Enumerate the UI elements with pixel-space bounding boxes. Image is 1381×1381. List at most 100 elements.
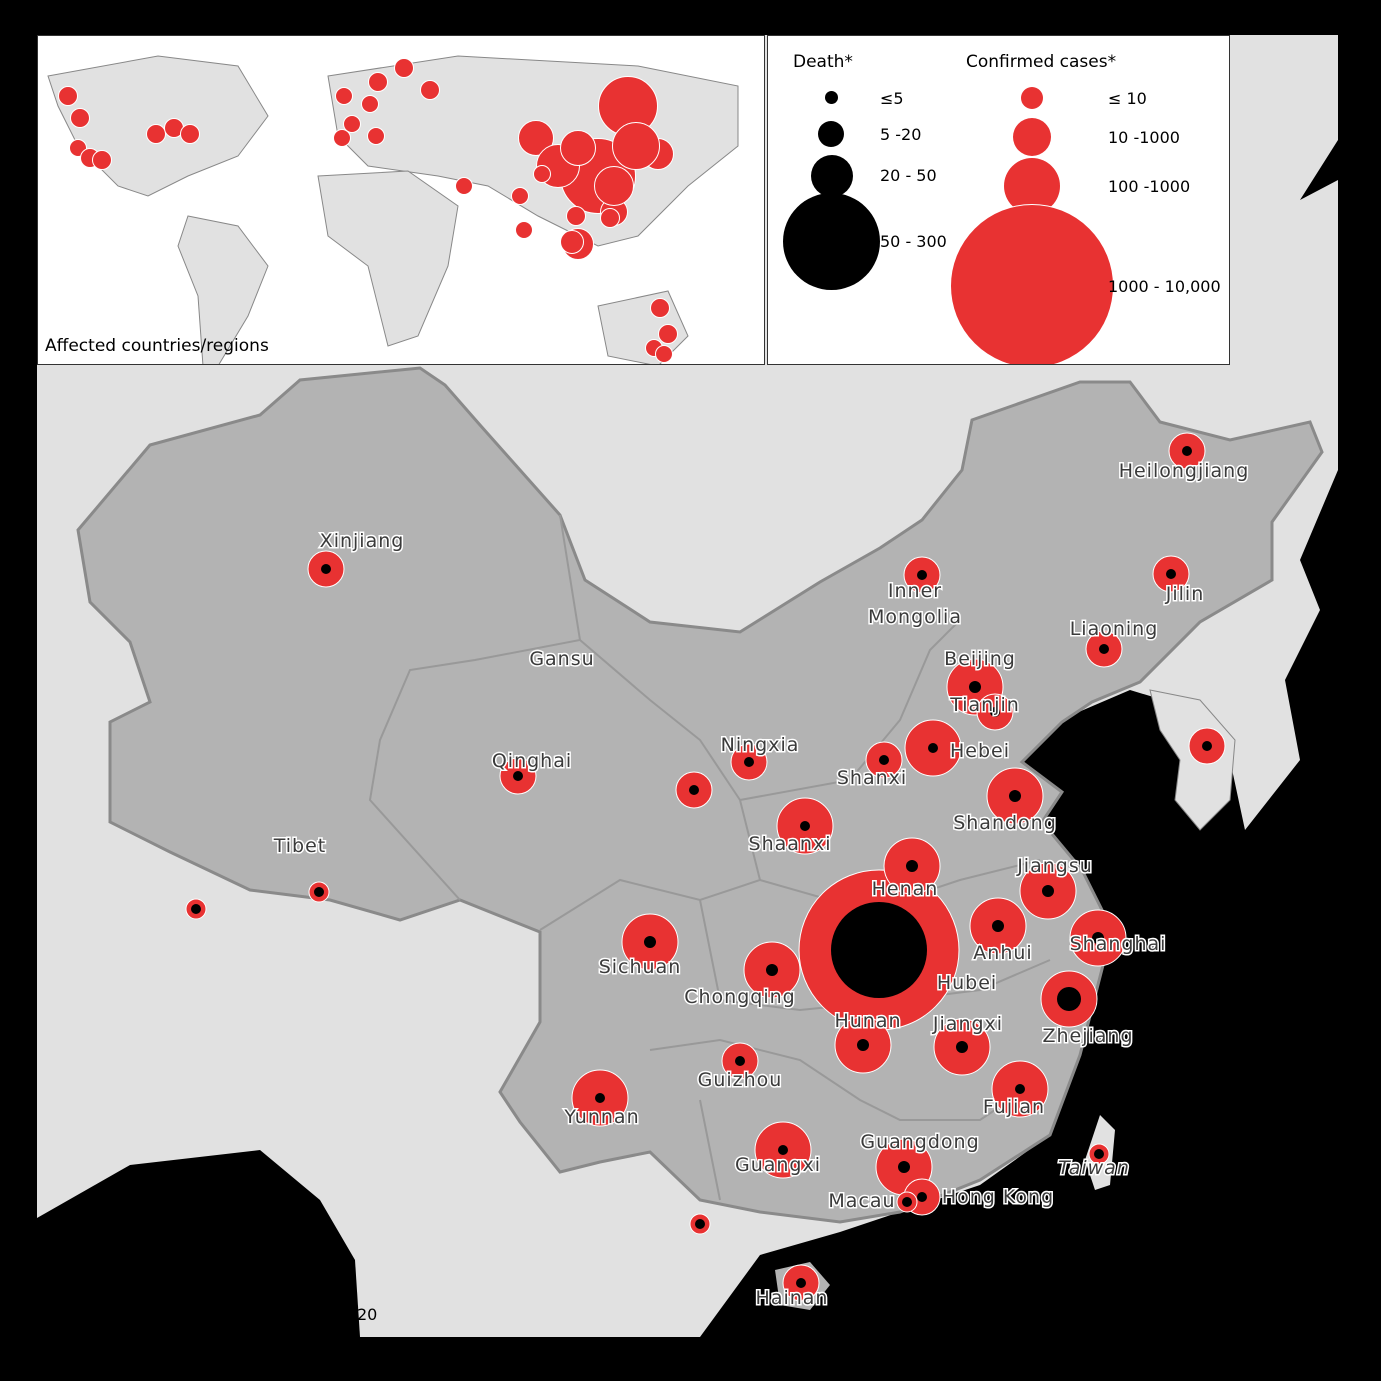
affected-country-marker [333,129,351,147]
death-circle [902,1197,912,1207]
partial-text: 20 [357,1305,378,1324]
death-circle [928,743,938,753]
shandong-marker [986,767,1044,825]
shanxi-marker [865,741,903,779]
shaanxi-marker [776,797,834,855]
region-label-guizhou: Guizhou [698,1069,783,1091]
death-circle [513,771,523,781]
death-circle [917,1192,927,1202]
hubei-marker [798,869,960,1031]
unlabeled-marker [689,1213,711,1235]
region-label-fujian: Fujian [983,1096,1045,1118]
east-sea [700,140,1338,1337]
death-circle [1092,932,1104,944]
fujian-marker [991,1060,1049,1118]
death-circle [956,1041,968,1053]
sichuan-marker [621,913,679,971]
affected-country-marker [650,298,670,318]
legend-death-title: Death* [793,52,853,72]
unlabeled-marker [185,898,207,920]
region-label-hainan: Hainan [756,1287,829,1309]
legend-cases-title: Confirmed cases* [966,52,1117,72]
affected-country-marker [560,230,584,254]
affected-country-marker [518,120,554,156]
zhejiang-marker [1040,970,1098,1028]
affected-country-marker [70,108,90,128]
region-label-tibet: Tibet [273,835,327,857]
region-label-ningxia: Ningxia [721,734,800,756]
affected-country-marker [594,166,634,206]
region-label-hubei: Hubei [937,972,997,994]
jiangsu-marker [1019,862,1077,920]
gansu-marker [675,771,713,809]
death-circle [191,904,201,914]
affected-country-marker [560,130,596,166]
affected-country-marker [600,208,620,228]
affected-country-marker [335,87,353,105]
region-label-xinjiang: Xinjiang [320,530,405,552]
legend-death-symbol-2 [818,121,844,147]
liaoning-marker [1085,630,1123,668]
qinghai-marker [499,757,537,795]
legend-death-label: ≤5 [880,89,904,108]
death-circle [595,1093,605,1103]
affected-country-marker [658,324,678,344]
death-circle [1166,569,1176,579]
region-label-hebei: Hebei [950,740,1010,762]
death-circle [831,902,927,998]
death-circle [778,1145,788,1155]
affected-country-marker [420,80,440,100]
guangxi-marker [754,1121,812,1179]
xinjiang-marker [307,550,345,588]
legend-death-label: 20 - 50 [880,166,937,185]
anhui-marker [969,897,1027,955]
region-label-anhui: Anhui [973,942,1032,964]
death-circle [1182,446,1192,456]
region-label-jilin: Jilin [1165,583,1204,605]
region-label-jiangxi: Jiangxi [932,1013,1003,1035]
death-circle [898,1161,910,1173]
region-label-jiangsu: Jiangsu [1016,855,1093,877]
death-circle [1202,741,1212,751]
death-circle [735,1056,745,1066]
guizhou-marker [721,1042,759,1080]
inset-caption: Affected countries/regions [45,336,269,356]
death-circle [314,887,324,897]
region-label-shanxi: Shanxi [837,767,907,789]
japan [1320,180,1338,300]
death-circle [644,936,656,948]
region-label-beijing: Beijing [944,648,1016,670]
legend-death-label: 5 -20 [880,125,922,144]
death-circle [800,821,810,831]
legend-case-label: 1000 - 10,000 [1108,277,1221,296]
region-label-inner-mongolia: Inner Mongolia [868,580,962,628]
tibet-marker [308,881,330,903]
region-label-sichuan: Sichuan [599,956,682,978]
death-circle [1009,790,1021,802]
region-label-guangdong: Guangdong [860,1131,979,1153]
death-circle [1094,1149,1104,1159]
ningxia-marker [730,743,768,781]
region-label-hong-kong: Hong Kong [942,1186,1054,1208]
inner-mongolia-marker [903,556,941,594]
affected-country-marker [180,124,200,144]
shanghai-marker [1069,909,1127,967]
affected-country-marker [146,124,166,144]
region-label-gansu: Gansu [529,648,594,670]
legend-case-label: 10 -1000 [1108,128,1180,147]
affected-country-marker [367,127,385,145]
unlabeled-marker [1188,727,1226,765]
region-label-yunnan: Yunnan [563,1106,639,1128]
affected-country-marker [343,115,361,133]
legend-case-symbol-2 [1013,118,1051,156]
legend-case-symbol-1 [1021,87,1043,109]
death-circle [969,681,981,693]
affected-country-marker [368,72,388,92]
legend: Death* Confirmed cases* ≤5 5 -20 20 - 50… [767,35,1230,365]
hebei-marker [904,719,962,777]
death-circle [744,757,754,767]
death-circle [695,1219,705,1229]
death-circle [879,755,889,765]
region-label-hunan: Hunan [834,1010,901,1032]
hunan-marker [834,1016,892,1074]
